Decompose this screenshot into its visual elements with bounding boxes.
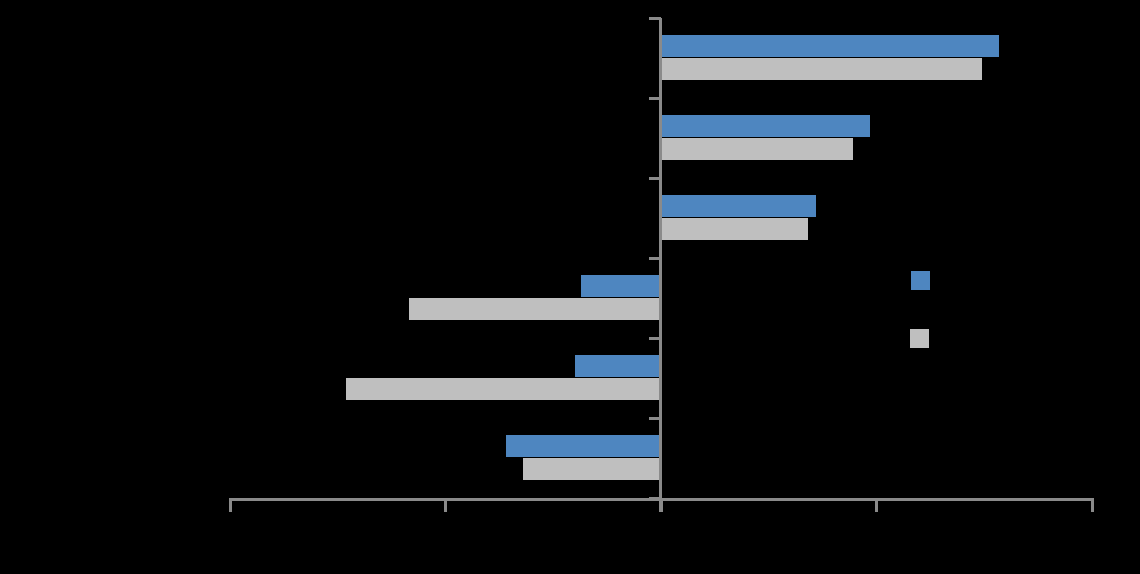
- y-axis-tick: [649, 16, 661, 20]
- bar-series-1-blue-category-1: [661, 35, 1000, 57]
- x-axis-tick: [875, 498, 878, 512]
- bar-series-2-gray-category-1: [661, 58, 983, 80]
- legend-swatch-series-1: [911, 271, 930, 290]
- bar-series-1-blue-category-6: [505, 435, 661, 457]
- bar-series-2-gray-category-6: [523, 458, 661, 480]
- y-axis-line: [659, 18, 662, 512]
- x-axis-tick: [1090, 498, 1094, 512]
- bar-series-1-blue-category-4: [581, 275, 661, 297]
- bar-series-2-gray-category-5: [346, 378, 661, 400]
- bar-series-2-gray-category-2: [661, 138, 853, 160]
- bar-series-1-blue-category-2: [661, 115, 871, 137]
- y-axis-tick: [649, 96, 661, 100]
- bar-series-1-blue-category-3: [661, 195, 817, 217]
- bar-series-2-gray-category-3: [661, 218, 808, 240]
- y-axis-tick: [649, 336, 661, 340]
- bar-series-2-gray-category-4: [408, 298, 661, 320]
- x-axis-line: [229, 498, 1093, 501]
- y-axis-tick: [649, 416, 661, 420]
- x-axis-tick: [228, 498, 232, 512]
- legend-swatch-series-2: [910, 329, 929, 348]
- y-axis-tick: [649, 176, 661, 180]
- bar-series-1-blue-category-5: [574, 355, 661, 377]
- x-axis-tick: [444, 498, 447, 512]
- y-axis-tick: [649, 256, 661, 260]
